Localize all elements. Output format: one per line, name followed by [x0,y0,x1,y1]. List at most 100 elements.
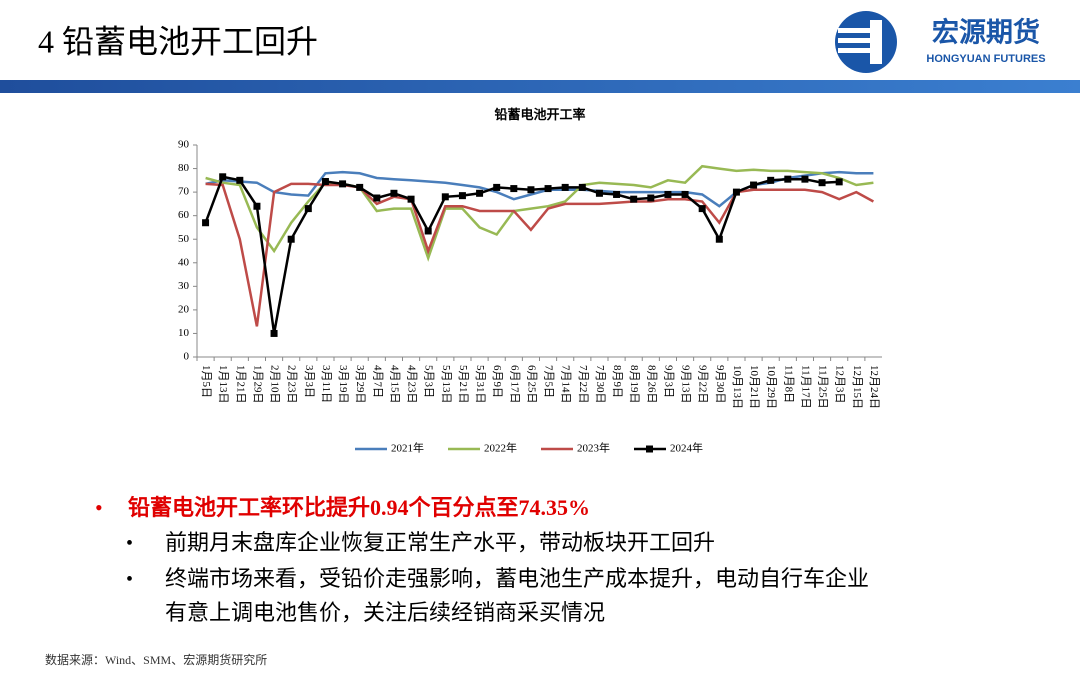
series-marker [424,227,432,235]
sub-bullet-text: 前期月末盘库企业恢复正常生产水平，带动板块开工回升 [165,530,715,555]
slide-title: 4 铅蓄电池开工回升 [38,23,318,59]
series-marker [527,186,535,194]
series-marker [407,195,415,203]
logo-cn: 宏源期货 [932,17,1040,49]
y-tick-label: 20 [178,303,190,315]
y-tick-label: 90 [178,139,190,151]
series-marker [339,180,347,188]
series-marker [544,185,552,193]
series-marker [270,329,278,337]
y-tick-label: 30 [178,280,190,292]
x-tick-label: 6月9日 [491,365,503,398]
series-marker [561,183,569,191]
x-tick-label: 8月19日 [628,365,640,404]
series-marker [715,235,723,243]
series-marker [458,192,466,200]
x-tick-label: 9月3日 [662,365,674,398]
series-marker [784,175,792,183]
series-marker [698,205,706,213]
sub-bullet-text: 有意上调电池售价，关注后续经销商采买情况 [165,600,605,625]
x-tick-label: 7月5日 [543,365,555,398]
x-tick-label: 7月14日 [560,365,572,404]
series-marker [321,178,329,186]
x-tick-label: 1月5日 [200,365,212,398]
series-marker [373,194,381,202]
x-tick-label: 12月15日 [851,365,863,409]
series-marker [801,175,809,183]
series-marker [390,189,398,197]
x-tick-label: 7月30日 [594,365,606,404]
x-tick-label: 3月19日 [337,365,349,404]
legend-label: 2022年 [484,441,517,455]
y-tick-label: 50 [178,233,190,245]
series-line [205,182,875,327]
legend-label: 2023年 [577,441,610,455]
series-marker [441,193,449,201]
x-tick-label: 6月25日 [525,365,537,404]
series-marker [476,189,484,197]
x-tick-label: 3月11日 [320,365,332,403]
x-tick-label: 2月10日 [269,365,281,404]
series-marker [664,190,672,198]
series-marker [304,205,312,213]
series-marker [356,183,364,191]
y-tick-label: 70 [178,186,190,198]
sub-bullet-text: 终端市场来看，受铅价走强影响，蓄电池生产成本提升，电动自行车企业 [165,566,869,591]
x-tick-label: 9月30日 [714,365,726,404]
main-bullet: 铅蓄电池开工率环比提升0.94个百分点至74.35% [128,495,590,520]
x-tick-label: 3月29日 [354,365,366,404]
sub-bullets: • 前期月末盘库企业恢复正常生产水平，带动板块开工回升 • 终端市场来看，受铅价走强影… [126,530,869,625]
x-tick-label: 10月13日 [731,365,743,409]
x-tick-label: 12月3日 [834,365,846,404]
x-tick-label: 1月13日 [217,365,229,404]
series-marker [613,190,621,198]
series-line [205,164,874,262]
x-tick-label: 7月22日 [577,365,589,404]
y-tick-label: 10 [178,327,190,339]
y-tick-label: 60 [178,209,190,221]
bullet-dot: • [95,495,103,520]
series-line [204,175,840,334]
series-marker [202,219,210,227]
series-marker [253,202,261,210]
chart-title: 铅蓄电池开工率 [494,107,585,122]
x-tick-label: 6月17日 [508,365,520,404]
x-tick-label: 5月13日 [440,365,452,404]
x-tick-label: 1月29日 [251,365,263,404]
logo-icon [835,11,897,73]
x-tick-label: 3月3日 [303,365,315,398]
sub-bullet-dot: • [126,533,133,555]
header-bar [0,80,1080,93]
x-tick-label: 8月9日 [611,365,623,398]
legend-label: 2024年 [670,441,703,455]
x-tick-label: 12月24日 [868,365,880,409]
series-marker [647,194,655,202]
series-marker [219,173,227,181]
y-tick-label: 0 [184,351,190,363]
x-tick-label: 4月15日 [388,365,400,404]
series-marker [287,235,295,243]
series-marker [595,189,603,197]
legend-marker [646,445,653,453]
series-marker [681,190,689,198]
x-tick-label: 2月23日 [286,365,298,404]
legend-label: 2021年 [391,441,424,455]
sub-bullet-dot: • [126,569,133,591]
x-tick-label: 4月23日 [406,365,418,404]
series-marker [767,176,775,184]
x-tick-label: 5月31日 [474,365,486,404]
x-tick-label: 10月21日 [748,365,760,409]
x-tick-label: 11月17日 [799,365,811,409]
x-tick-label: 9月13日 [680,365,692,404]
x-tick-label: 11月8日 [782,365,794,403]
y-tick-label: 80 [178,162,190,174]
series-marker [510,185,518,193]
x-tick-label: 10月29日 [765,365,777,409]
x-tick-label: 4月7日 [371,365,383,398]
series-marker [493,183,501,191]
series-marker [732,188,740,196]
x-tick-label: 1月21日 [234,365,246,404]
x-tick-label: 5月21日 [457,365,469,404]
